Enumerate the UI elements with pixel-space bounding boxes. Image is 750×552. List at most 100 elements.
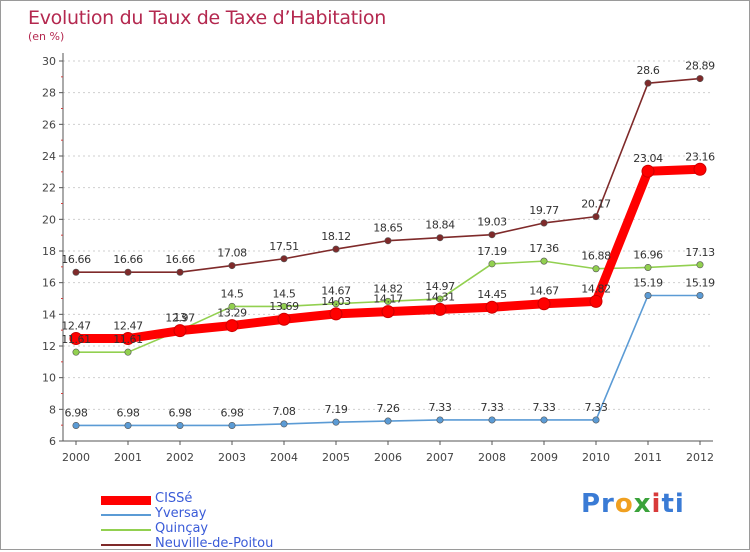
data-label: 14.31 — [425, 290, 455, 303]
data-point — [436, 416, 444, 424]
data-point — [384, 237, 392, 245]
data-label: 15.19 — [685, 276, 715, 289]
data-label: 14.03 — [321, 295, 351, 308]
y-tick-label: 28 — [42, 87, 56, 100]
data-label: 17.13 — [685, 246, 715, 259]
data-label: 16.66 — [165, 253, 195, 266]
data-point — [696, 291, 704, 299]
data-label: 14.67 — [529, 285, 559, 298]
y-tick-label: 16 — [42, 277, 56, 290]
data-label: 13 — [173, 311, 187, 324]
data-label: 11.61 — [61, 333, 91, 346]
data-point — [69, 332, 83, 346]
data-label: 7.19 — [325, 403, 348, 416]
data-point — [485, 300, 499, 314]
x-tick-label: 2000 — [62, 451, 90, 464]
data-point — [592, 416, 600, 424]
data-point — [433, 302, 447, 316]
data-label: 19.77 — [529, 204, 559, 217]
data-label: 17.36 — [529, 242, 559, 255]
data-point — [72, 348, 80, 356]
data-point — [537, 297, 551, 311]
data-label: 18.84 — [425, 219, 455, 232]
data-point — [176, 421, 184, 429]
y-tick-label: 18 — [42, 245, 56, 258]
data-point — [384, 417, 392, 425]
data-label: 16.88 — [581, 250, 611, 263]
logo-letter: o — [614, 489, 634, 519]
data-point — [644, 263, 652, 271]
chart-subtitle: (en %) — [28, 30, 65, 43]
data-point — [488, 260, 496, 268]
y-tick-label: 24 — [42, 150, 56, 163]
data-label: 7.33 — [429, 401, 452, 414]
data-point — [72, 268, 80, 276]
data-label: 14.82 — [581, 282, 611, 295]
y-tick-label: 12 — [42, 340, 56, 353]
x-tick-label: 2002 — [166, 451, 194, 464]
data-point — [436, 234, 444, 242]
y-tick-label: 10 — [42, 372, 56, 385]
data-point — [280, 302, 288, 310]
data-label: 16.66 — [61, 253, 91, 266]
data-point — [332, 300, 340, 308]
x-tick-label: 2003 — [218, 451, 246, 464]
data-label: 7.26 — [377, 402, 400, 415]
data-label: 6.98 — [117, 406, 140, 419]
legend-swatch — [101, 495, 151, 505]
data-point — [592, 213, 600, 221]
data-label: 14.5 — [273, 287, 296, 300]
data-point — [72, 421, 80, 429]
data-point — [124, 348, 132, 356]
data-label: 18.12 — [321, 230, 351, 243]
data-point — [329, 307, 343, 321]
data-label: 11.61 — [113, 333, 143, 346]
data-point — [644, 291, 652, 299]
data-point — [540, 416, 548, 424]
data-label: 28.6 — [637, 64, 660, 77]
data-point — [228, 302, 236, 310]
legend-label: CISSé — [155, 491, 193, 506]
data-label: 16.66 — [113, 253, 143, 266]
data-point — [225, 319, 239, 333]
data-point — [592, 265, 600, 273]
x-tick-label: 2012 — [686, 451, 714, 464]
y-tick-label: 30 — [42, 55, 56, 68]
data-point — [488, 416, 496, 424]
data-label: 7.33 — [585, 401, 608, 414]
data-point — [381, 305, 395, 319]
data-point — [540, 219, 548, 227]
chart-title: Evolution du Taux de Taxe d’Habitation — [28, 7, 386, 29]
data-label: 15.19 — [633, 276, 663, 289]
data-point — [384, 297, 392, 305]
data-point — [280, 420, 288, 428]
data-label: 14.5 — [221, 287, 244, 300]
data-label: 23.16 — [685, 150, 715, 163]
data-label: 28.89 — [685, 60, 715, 73]
x-tick-label: 2010 — [582, 451, 610, 464]
data-point — [693, 162, 707, 176]
data-point — [124, 421, 132, 429]
data-label: 17.08 — [217, 247, 247, 260]
y-tick-label: 8 — [49, 403, 56, 416]
data-label: 7.08 — [273, 405, 296, 418]
legend-swatch — [101, 529, 151, 531]
data-label: 12.47 — [113, 320, 143, 333]
data-point — [173, 324, 187, 338]
data-point — [696, 261, 704, 269]
data-label: 6.98 — [169, 406, 192, 419]
data-label: 16.96 — [633, 248, 663, 261]
data-point — [277, 312, 291, 326]
data-point — [228, 421, 236, 429]
legend-label: Yversay — [155, 506, 207, 521]
data-point — [332, 245, 340, 253]
data-label: 14.82 — [373, 282, 403, 295]
data-point — [488, 231, 496, 239]
x-tick-label: 2011 — [634, 451, 662, 464]
y-tick-label: 26 — [42, 118, 56, 131]
data-label: 14.17 — [373, 293, 403, 306]
legend-swatch — [101, 544, 151, 546]
x-tick-label: 2007 — [426, 451, 454, 464]
data-label: 6.98 — [65, 406, 88, 419]
